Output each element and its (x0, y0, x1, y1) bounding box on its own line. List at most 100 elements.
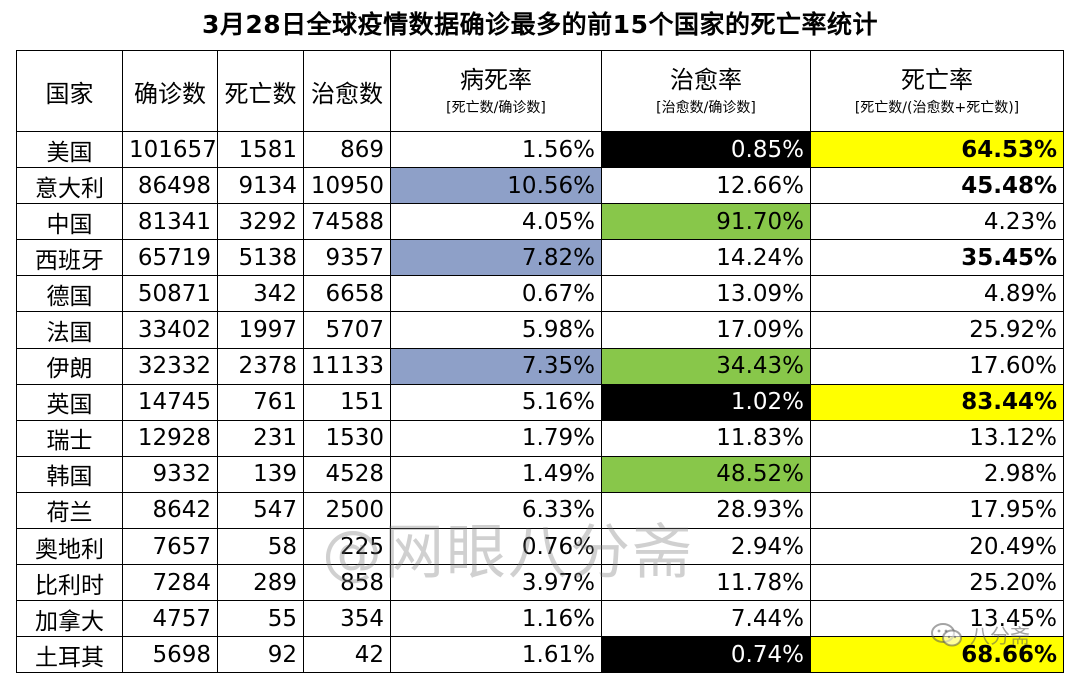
header-case-fatality-main: 病死率 (460, 66, 532, 94)
case-fatality-cell: 1.56% (390, 130, 602, 169)
deaths-cell: 139 (217, 455, 304, 493)
deaths-cell: 1581 (217, 130, 304, 169)
header-deaths: 死亡数 (217, 50, 304, 132)
table-row: 加拿大 4757 55 354 1.16% 7.44% 13.45% (16, 600, 1064, 638)
confirmed-cell: 5698 (122, 636, 218, 674)
case-fatality-cell: 4.05% (390, 203, 602, 241)
case-fatality-cell: 0.76% (390, 528, 602, 566)
header-death-rate: 死亡率 [死亡数/(治愈数+死亡数)] (810, 50, 1064, 132)
death-rate-cell: 2.98% (810, 455, 1064, 493)
recovery-rate-cell: 17.09% (601, 311, 811, 349)
case-fatality-cell: 7.82% (390, 239, 602, 277)
country-cell: 西班牙 (16, 239, 123, 277)
deaths-cell: 9134 (217, 167, 304, 205)
death-rate-cell: 4.89% (810, 275, 1064, 313)
recovery-rate-cell: 28.93% (601, 491, 811, 530)
confirmed-cell: 7284 (122, 564, 218, 602)
confirmed-cell: 14745 (122, 383, 218, 421)
recovered-cell: 858 (303, 564, 391, 602)
confirmed-cell: 101657 (122, 130, 218, 169)
country-cell: 比利时 (16, 564, 123, 602)
death-rate-cell: 45.48% (810, 167, 1064, 205)
recovery-rate-cell: 12.66% (601, 167, 811, 205)
header-recovery-rate: 治愈率 [治愈数/确诊数] (601, 50, 811, 132)
recovered-cell: 4528 (303, 455, 391, 493)
header-death-rate-main: 死亡率 (901, 66, 973, 94)
recovery-rate-cell: 91.70% (601, 203, 811, 241)
recovered-cell: 5707 (303, 311, 391, 349)
recovery-rate-cell: 13.09% (601, 275, 811, 313)
country-cell: 意大利 (16, 167, 123, 205)
recovered-cell: 1530 (303, 419, 391, 457)
recovery-rate-cell: 7.44% (601, 600, 811, 638)
recovered-cell: 74588 (303, 203, 391, 241)
recovered-cell: 6658 (303, 275, 391, 313)
case-fatality-cell: 5.98% (390, 311, 602, 349)
country-cell: 法国 (16, 311, 123, 349)
recovery-rate-cell: 14.24% (601, 239, 811, 277)
deaths-cell: 342 (217, 275, 304, 313)
recovery-rate-cell: 0.85% (601, 130, 811, 169)
confirmed-cell: 12928 (122, 419, 218, 457)
case-fatality-cell: 3.97% (390, 564, 602, 602)
table-row: 意大利 86498 9134 10950 10.56% 12.66% 45.48% (16, 167, 1064, 205)
death-rate-cell: 83.44% (810, 383, 1064, 421)
death-rate-cell: 4.23% (810, 203, 1064, 241)
recovered-cell: 9357 (303, 239, 391, 277)
death-rate-table: 国家 确诊数 死亡数 治愈数 病死率 [死亡数/确诊数] 治愈率 [治愈数/确诊… (16, 50, 1064, 674)
table-row: 瑞士 12928 231 1530 1.79% 11.83% 13.12% (16, 419, 1064, 457)
header-death-rate-sub: [死亡数/(治愈数+死亡数)] (854, 100, 1020, 116)
country-cell: 荷兰 (16, 491, 123, 530)
table-row: 中国 81341 3292 74588 4.05% 91.70% 4.23% (16, 203, 1064, 241)
case-fatality-cell: 1.16% (390, 600, 602, 638)
recovery-rate-cell: 34.43% (601, 347, 811, 385)
header-recovered: 治愈数 (303, 50, 391, 132)
recovered-cell: 11133 (303, 347, 391, 385)
confirmed-cell: 65719 (122, 239, 218, 277)
table-row: 法国 33402 1997 5707 5.98% 17.09% 25.92% (16, 311, 1064, 349)
death-rate-cell: 68.66% (810, 636, 1064, 674)
table-row: 伊朗 32332 2378 11133 7.35% 34.43% 17.60% (16, 347, 1064, 385)
header-confirmed: 确诊数 (122, 50, 218, 132)
recovery-rate-cell: 1.02% (601, 383, 811, 421)
table-row: 美国 101657 1581 869 1.56% 0.85% 64.53% (16, 130, 1064, 169)
deaths-cell: 92 (217, 636, 304, 674)
death-rate-cell: 64.53% (810, 130, 1064, 169)
country-cell: 伊朗 (16, 347, 123, 385)
deaths-cell: 547 (217, 491, 304, 530)
recovered-cell: 225 (303, 528, 391, 566)
deaths-cell: 58 (217, 528, 304, 566)
country-cell: 奥地利 (16, 528, 123, 566)
page-title: 3月28日全球疫情数据确诊最多的前15个国家的死亡率统计 (202, 10, 878, 39)
case-fatality-cell: 1.61% (390, 636, 602, 674)
table-row: 奥地利 7657 58 225 0.76% 2.94% 20.49% (16, 528, 1064, 566)
death-rate-cell: 17.95% (810, 491, 1064, 530)
table-body: 美国 101657 1581 869 1.56% 0.85% 64.53% 意大利 86498 9… (16, 130, 1064, 674)
recovered-cell: 151 (303, 383, 391, 421)
table-row: 比利时 7284 289 858 3.97% 11.78% 25.20% (16, 564, 1064, 602)
table-row: 荷兰 8642 547 2500 6.33% 28.93% 17.95% (16, 491, 1064, 530)
confirmed-cell: 9332 (122, 455, 218, 493)
case-fatality-cell: 5.16% (390, 383, 602, 421)
country-cell: 英国 (16, 383, 123, 421)
table-row: 土耳其 5698 92 42 1.61% 0.74% 68.66% (16, 636, 1064, 674)
death-rate-cell: 17.60% (810, 347, 1064, 385)
deaths-cell: 761 (217, 383, 304, 421)
header-case-fatality: 病死率 [死亡数/确诊数] (390, 50, 602, 132)
death-rate-cell: 20.49% (810, 528, 1064, 566)
case-fatality-cell: 1.49% (390, 455, 602, 493)
confirmed-cell: 32332 (122, 347, 218, 385)
header-case-fatality-sub: [死亡数/确诊数] (446, 100, 546, 116)
recovery-rate-cell: 0.74% (601, 636, 811, 674)
confirmed-cell: 50871 (122, 275, 218, 313)
header-country: 国家 (16, 50, 123, 132)
recovered-cell: 10950 (303, 167, 391, 205)
death-rate-cell: 25.92% (810, 311, 1064, 349)
recovery-rate-cell: 11.78% (601, 564, 811, 602)
header-recovery-rate-sub: [治愈数/确诊数] (656, 100, 756, 116)
case-fatality-cell: 1.79% (390, 419, 602, 457)
case-fatality-cell: 6.33% (390, 491, 602, 530)
deaths-cell: 3292 (217, 203, 304, 241)
death-rate-cell: 35.45% (810, 239, 1064, 277)
recovered-cell: 869 (303, 130, 391, 169)
